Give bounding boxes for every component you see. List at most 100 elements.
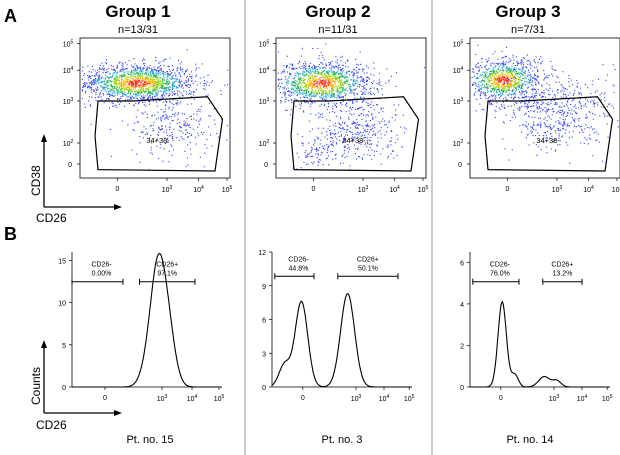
- panel-a-letter: A: [4, 6, 17, 26]
- gate-cd26-negative: [472, 278, 520, 285]
- scatter-x-tick-label: 0: [506, 186, 510, 193]
- scatter-x-tick-label: 105: [612, 185, 620, 194]
- patient-label-2: Pt. no. 3: [322, 434, 363, 446]
- scatter-x-tick-label: 0: [116, 186, 120, 193]
- histogram-x-tick-label: 103: [549, 394, 560, 403]
- histogram-x-tick-label: 0: [499, 395, 503, 402]
- gate-cd26-negative: [274, 273, 315, 280]
- gate-label: 34+38-: [536, 136, 560, 145]
- scatter-y-tick-label: 105: [453, 40, 464, 49]
- histogram-y-tick-label: 3: [262, 351, 266, 358]
- scatter-plot-group-2: 0 102 103 104 105 0 103 104 105 34+38-: [259, 37, 429, 194]
- histogram-y-tick-label: 0: [262, 385, 266, 392]
- gate-pos-name: CD26+: [551, 262, 573, 269]
- group-1-n: n=13/31: [118, 24, 158, 36]
- scatter-x-tick-label: 104: [193, 185, 204, 194]
- histogram-y-tick-label: 2: [460, 343, 464, 350]
- scatter-x-tick-label: 0: [312, 186, 316, 193]
- histogram-x-tick-label: 105: [404, 394, 415, 403]
- scatter-y-tick-label: 103: [259, 97, 270, 106]
- gate-neg-name: CD26-: [91, 262, 112, 269]
- scatter-y-tick-label: 102: [259, 139, 270, 148]
- histogram-y-tick-label: 5: [62, 343, 66, 350]
- gate-neg-percent: 0.00%: [92, 271, 112, 278]
- scatter-frame: [79, 37, 231, 179]
- group-3-title: Group 3: [495, 2, 560, 21]
- histogram-x-tick-label: 104: [187, 394, 198, 403]
- scatter-y-tick-label: 102: [63, 139, 74, 148]
- scatter-axis-indicator: CD38 CD26: [29, 134, 122, 225]
- histogram-x-tick-label: 103: [351, 394, 362, 403]
- histogram-x-tick-label: 104: [577, 394, 588, 403]
- histogram-y-tick-label: 9: [262, 284, 266, 291]
- panel-b-letter: B: [4, 224, 17, 244]
- histogram-y-tick-label: 4: [460, 302, 464, 309]
- histogram-x-tick-label: 0: [103, 395, 107, 402]
- scatter-events: [471, 44, 619, 164]
- scatter-x-axis-title: CD26: [36, 211, 67, 225]
- histogram-y-tick-label: 12: [258, 250, 266, 257]
- gate-neg-percent: 44.8%: [288, 265, 308, 272]
- gate-label: 34+38-: [146, 136, 170, 145]
- gate-pos-percent: 97.1%: [157, 271, 177, 278]
- histogram-y-tick-label: 0: [460, 385, 464, 392]
- histogram-curve: [72, 252, 222, 388]
- scatter-x-tick-label: 104: [389, 185, 400, 194]
- group-1-title: Group 1: [105, 2, 170, 21]
- gate-pos-percent: 50.1%: [358, 265, 378, 272]
- histogram-y-tick-label: 0: [62, 385, 66, 392]
- histogram-x-tick-label: 103: [157, 394, 168, 403]
- histogram-x-tick-label: 105: [602, 394, 613, 403]
- histogram-curve: [271, 293, 412, 388]
- gate-34plus38minus: [484, 96, 614, 172]
- scatter-x-tick-label: 105: [418, 185, 429, 194]
- histogram-y-tick-label: 10: [58, 301, 66, 308]
- gate-label: 34+38-: [342, 136, 366, 145]
- scatter-x-tick-label: 105: [222, 185, 233, 194]
- scatter-plot-group-3: 0 102 103 104 105 0 103 104 105 34+38-: [453, 37, 620, 194]
- patient-label-1: Pt. no. 15: [126, 434, 173, 446]
- gate-pos-name: CD26+: [357, 256, 379, 263]
- histogram-pt-14: 0 2 4 6 0 103 104 105 CD26- 76.0% CD26+ 13.2%: [460, 252, 613, 403]
- gate-neg-name: CD26-: [288, 256, 309, 263]
- histogram-x-axis-title: CD26: [36, 418, 67, 432]
- scatter-y-tick-label: 104: [453, 66, 464, 75]
- scatter-y-tick-label: 104: [259, 66, 270, 75]
- gate-cd26-positive: [542, 278, 583, 285]
- group-2-title: Group 2: [305, 2, 370, 21]
- scatter-y-tick-label: 0: [264, 162, 268, 169]
- scatter-y-tick-label: 104: [63, 66, 74, 75]
- histogram-axis-indicator: Counts CD26: [29, 340, 122, 432]
- scatter-x-tick-label: 103: [162, 185, 173, 194]
- gate-pos-percent: 13.2%: [552, 271, 572, 278]
- gate-pos-name: CD26+: [156, 262, 178, 269]
- histogram-curve: [470, 300, 610, 388]
- histogram-pt-15: 0 5 10 15 0 103 104 105 CD26- 0.00% CD26+ 97.1%: [58, 252, 225, 403]
- scatter-frame: [275, 37, 427, 179]
- scatter-events: [277, 43, 426, 171]
- gate-cd26-positive: [139, 278, 196, 285]
- gate-34plus38minus: [290, 96, 420, 172]
- gate-cd26-positive: [337, 273, 399, 280]
- gate-neg-percent: 76.0%: [490, 271, 510, 278]
- scatter-y-tick-label: 105: [63, 40, 74, 49]
- scatter-y-tick-label: 105: [259, 40, 270, 49]
- scatter-events: [81, 49, 229, 171]
- histogram-y-tick-label: 6: [460, 260, 464, 267]
- scatter-y-tick-label: 103: [453, 97, 464, 106]
- scatter-y-tick-label: 102: [453, 139, 464, 148]
- group-3-n: n=7/31: [511, 24, 545, 36]
- histogram-x-tick-label: 104: [379, 394, 390, 403]
- histogram-x-tick-label: 0: [301, 395, 305, 402]
- gate-34plus38minus: [94, 96, 224, 172]
- patient-label-3: Pt. no. 14: [506, 434, 553, 446]
- histogram-pt-3: 0 3 6 9 12 0 103 104 105 CD26- 44.8% CD26+ 50.1%: [258, 250, 415, 403]
- histogram-y-tick-label: 6: [262, 318, 266, 325]
- scatter-y-tick-label: 0: [458, 162, 462, 169]
- gate-cd26-negative: [71, 278, 124, 285]
- histogram-y-tick-label: 15: [58, 258, 66, 265]
- histogram-x-tick-label: 105: [214, 394, 225, 403]
- histogram-y-axis-title: Counts: [29, 367, 43, 405]
- group-2-n: n=11/31: [318, 24, 357, 36]
